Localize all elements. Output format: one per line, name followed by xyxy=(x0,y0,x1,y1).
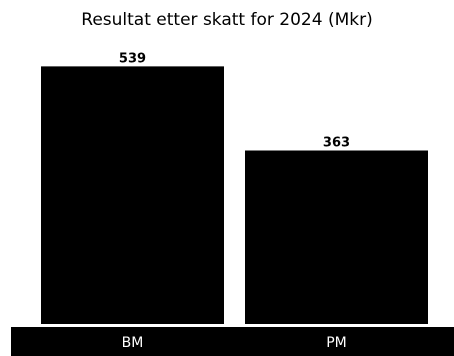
data-labels-layer: 539 363 xyxy=(119,51,350,150)
x-axis-band xyxy=(11,327,454,356)
data-label-pm: 363 xyxy=(323,135,350,150)
bar-bm xyxy=(41,66,224,324)
x-axis-ticks-layer: BM PM xyxy=(122,335,347,351)
bars-layer xyxy=(41,66,428,324)
chart-title: Resultat etter skatt for 2024 (Mkr) xyxy=(81,10,372,30)
bar-pm xyxy=(245,150,428,324)
x-tick-label-pm: PM xyxy=(326,335,347,351)
data-label-bm: 539 xyxy=(119,51,146,66)
x-tick-label-bm: BM xyxy=(122,335,144,351)
